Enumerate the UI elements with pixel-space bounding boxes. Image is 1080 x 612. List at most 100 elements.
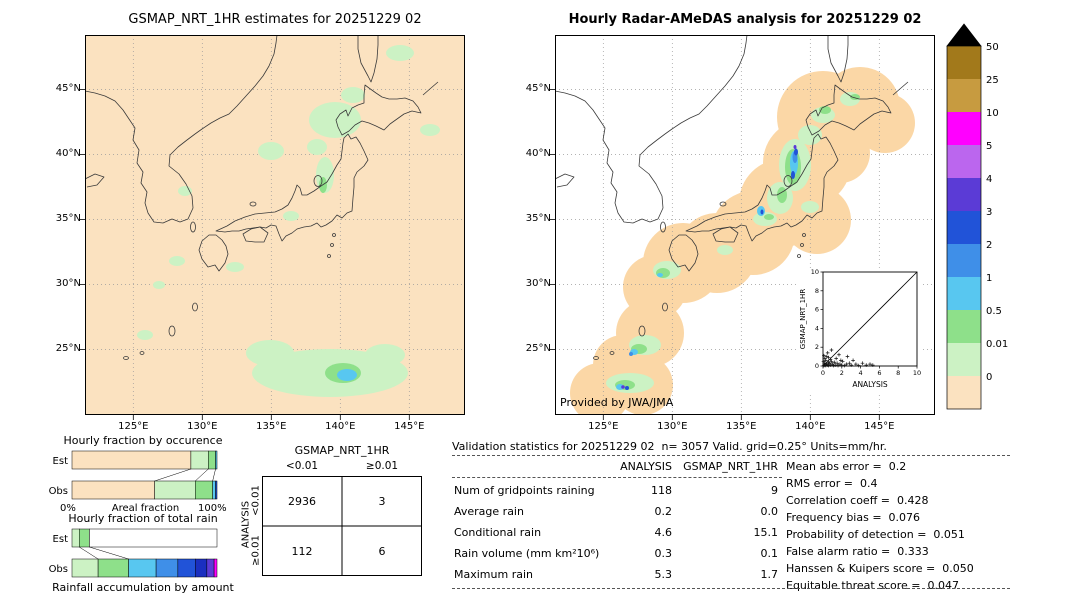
scatter-point xyxy=(834,356,838,361)
scatter-point xyxy=(856,363,861,368)
scatter-point xyxy=(829,348,834,352)
inset-ytick-label: 0 xyxy=(815,362,819,370)
stats-gsmap-value: 0.1 xyxy=(760,547,779,560)
metric-line: Hanssen & Kuipers score = 0.050 xyxy=(786,562,974,575)
scatter-point xyxy=(824,354,829,359)
stats-analysis-value: 0.3 xyxy=(654,547,673,560)
island-outline xyxy=(190,221,196,233)
bar-segment xyxy=(71,558,99,578)
colorbar-label: 1 xyxy=(986,273,992,284)
scatter-point xyxy=(860,361,865,365)
coastline xyxy=(892,81,909,96)
precip-patch xyxy=(791,171,795,179)
precipitation-layer xyxy=(137,45,440,397)
scatter-point xyxy=(832,360,837,365)
colorbar-label: 5 xyxy=(986,141,992,152)
scatter-inset-canvas: 00 2 2 4 4 6 6 8 8 10 10 ANALYSIS GSMAP_NRT_1HR xyxy=(799,268,921,389)
scatter-point xyxy=(836,363,840,368)
bar-segment xyxy=(71,480,155,500)
inset-xtick-label: 0 xyxy=(821,369,825,377)
lon-tick-label: 135°E xyxy=(256,421,287,432)
island-outline xyxy=(192,302,198,312)
colorbar-segment xyxy=(947,376,981,409)
precip-patch xyxy=(621,385,625,389)
contingency-col-label-lt: <0.01 xyxy=(285,460,319,472)
bar-segment xyxy=(71,450,192,470)
stats-row: Rain volume (mm km²10⁶) 0.3 0.1 xyxy=(452,547,782,563)
areal-fraction-axis-label: Areal fraction xyxy=(111,503,180,514)
precip-patch xyxy=(337,369,357,381)
coastline xyxy=(85,90,189,224)
bar-segment xyxy=(154,480,196,500)
colorbar-segment xyxy=(947,277,981,310)
inset-ytick-label: 8 xyxy=(815,287,819,295)
island-outline xyxy=(662,302,668,312)
contingency-header: GSMAP_NRT_1HR xyxy=(294,444,390,457)
contingency-grid: 2936 3 112 6 xyxy=(262,476,422,576)
stats-row-label: Rain volume (mm km²10⁶) xyxy=(454,547,600,560)
island-outline xyxy=(313,175,323,187)
left-map-title: GSMAP_NRT_1HR estimates for 20251229 02 xyxy=(128,12,422,27)
bar-segment xyxy=(177,558,196,578)
stats-row: Maximum rain 5.3 1.7 xyxy=(452,568,782,584)
colorbar-segment xyxy=(947,343,981,376)
stats-rows: Num of gridpoints raining 118 9 Average rai… xyxy=(452,460,782,595)
scatter-point xyxy=(851,358,855,363)
lat-tick-label: 30°N xyxy=(525,277,551,289)
coastline xyxy=(242,226,269,243)
scatter-point xyxy=(854,362,858,366)
island-outline xyxy=(800,243,804,247)
lat-tick-label: 45°N xyxy=(55,82,81,94)
colorbar-segment xyxy=(947,310,981,343)
scatter-point xyxy=(864,363,869,367)
bar-segment xyxy=(155,558,179,578)
precip-patch xyxy=(246,340,294,366)
areal-fraction-max-label: 100% xyxy=(198,503,227,514)
occurrence-bars: Est Obs xyxy=(49,450,218,500)
stats-row: Average rain 0.2 0.0 xyxy=(452,505,782,521)
island-outline xyxy=(719,201,727,207)
scatter-point xyxy=(871,363,875,367)
island-outline xyxy=(168,325,176,337)
bar-connector xyxy=(154,468,191,482)
scatter-point xyxy=(840,363,844,367)
occurrence-chart: Hourly fraction by occurence Est Obs 0% A… xyxy=(48,434,238,517)
bar-row-label: Est xyxy=(53,456,69,467)
colorbar-segment xyxy=(947,112,981,145)
scatter-point xyxy=(823,356,827,361)
colorbar-segment xyxy=(947,46,981,79)
colorbar-label: 0.01 xyxy=(986,339,1008,350)
island-outline xyxy=(123,356,129,360)
bar-segment xyxy=(206,558,215,578)
precip-patch xyxy=(283,211,299,221)
scatter-point xyxy=(838,362,842,366)
areal-fraction-min-label: 0% xyxy=(60,503,76,514)
bar-segment xyxy=(71,528,80,548)
colorbar-label: 0 xyxy=(986,372,992,383)
stats-analysis-value: 0.2 xyxy=(654,505,673,518)
stats-title: Validation statistics for 20251229 02 n=… xyxy=(452,440,887,453)
one-to-one-line xyxy=(822,271,918,367)
bar-segment xyxy=(190,450,209,470)
island-outline xyxy=(593,356,599,360)
scatter-point xyxy=(831,363,836,368)
stats-analysis-value: 5.3 xyxy=(654,568,673,581)
right-map-title: Hourly Radar-AMeDAS analysis for 2025122… xyxy=(568,12,922,27)
scatter-point xyxy=(847,361,852,365)
scatter-point xyxy=(821,359,826,364)
coastline xyxy=(685,133,839,242)
inset-ylabel: GSMAP_NRT_1HR xyxy=(799,289,807,350)
stats-row-label: Average rain xyxy=(454,505,524,518)
lon-tick-label: 125°E xyxy=(588,421,619,432)
stats-col-gsmap: GSMAP_NRT_1HR xyxy=(683,460,778,473)
scatter-point xyxy=(837,352,841,357)
precip-patch xyxy=(801,201,819,213)
divider xyxy=(452,588,1010,589)
inset-ytick-label: 6 xyxy=(815,306,819,314)
gsmap-map-canvas xyxy=(80,35,465,420)
inset-xtick-label: 2 xyxy=(840,369,844,377)
map-frame xyxy=(555,35,935,415)
coastline xyxy=(85,173,105,188)
inset-xlabel: ANALYSIS xyxy=(852,380,888,389)
precip-patch xyxy=(153,281,165,289)
